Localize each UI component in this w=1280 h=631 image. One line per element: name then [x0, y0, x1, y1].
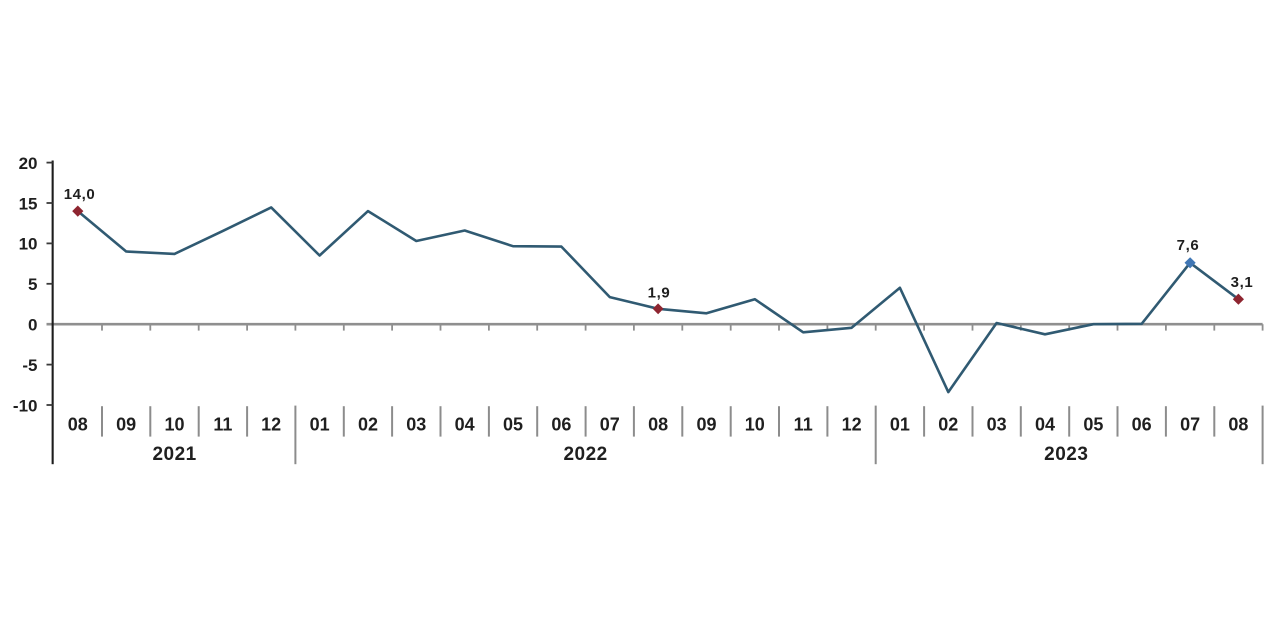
svg-text:02: 02 [358, 414, 378, 434]
svg-text:20: 20 [19, 154, 38, 173]
svg-text:07: 07 [1180, 414, 1200, 434]
svg-text:15: 15 [19, 194, 38, 213]
svg-text:04: 04 [1035, 414, 1055, 434]
svg-text:01: 01 [890, 414, 910, 434]
svg-text:2023: 2023 [1044, 444, 1088, 465]
svg-text:02: 02 [938, 414, 958, 434]
svg-text:1,9: 1,9 [648, 284, 671, 301]
svg-text:11: 11 [794, 414, 813, 434]
svg-text:11: 11 [213, 414, 232, 434]
svg-text:10: 10 [19, 235, 38, 254]
svg-text:04: 04 [455, 414, 475, 434]
svg-text:09: 09 [116, 414, 136, 434]
svg-text:09: 09 [696, 414, 716, 434]
svg-text:12: 12 [261, 414, 281, 434]
svg-text:07: 07 [600, 414, 620, 434]
svg-text:7,6: 7,6 [1177, 237, 1200, 254]
svg-text:06: 06 [551, 414, 571, 434]
svg-text:10: 10 [745, 414, 765, 434]
svg-text:2022: 2022 [563, 444, 607, 465]
svg-text:10: 10 [164, 414, 184, 434]
svg-text:08: 08 [648, 414, 668, 434]
svg-text:-10: -10 [13, 396, 38, 415]
svg-text:5: 5 [28, 275, 37, 294]
svg-text:3,1: 3,1 [1231, 274, 1254, 291]
svg-text:2021: 2021 [152, 444, 196, 465]
svg-text:08: 08 [68, 414, 88, 434]
svg-text:01: 01 [310, 414, 330, 434]
svg-text:0: 0 [28, 316, 37, 335]
svg-text:14,0: 14,0 [64, 186, 96, 203]
svg-text:-5: -5 [22, 356, 37, 375]
svg-text:05: 05 [503, 414, 523, 434]
svg-text:08: 08 [1228, 414, 1248, 434]
svg-text:06: 06 [1132, 414, 1152, 434]
svg-text:03: 03 [987, 414, 1007, 434]
svg-text:05: 05 [1083, 414, 1103, 434]
svg-text:12: 12 [842, 414, 862, 434]
svg-text:03: 03 [406, 414, 426, 434]
